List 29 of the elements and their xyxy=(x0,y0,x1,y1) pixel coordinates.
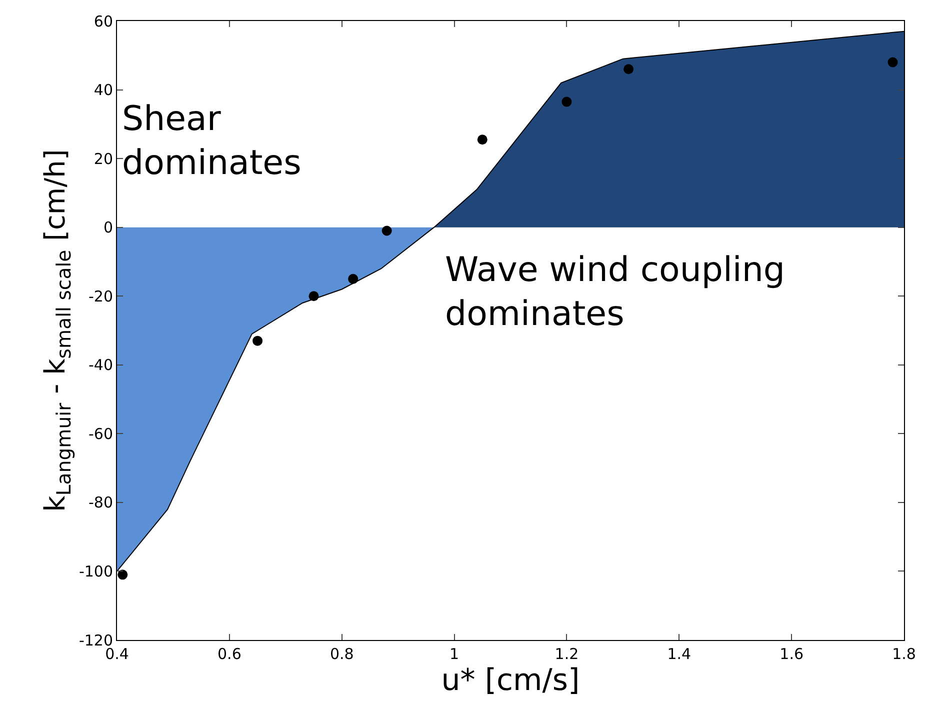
point xyxy=(888,57,898,68)
y-tick-label: -100 xyxy=(78,562,113,580)
x-tick-label: 0.8 xyxy=(330,645,354,663)
y-tick-label: 20 xyxy=(94,150,113,168)
x-tick-label: 1.4 xyxy=(667,645,692,663)
x-axis-title: u* [cm/s] xyxy=(441,663,580,698)
y-tick-label: 60 xyxy=(94,12,113,30)
x-tick-label: 1 xyxy=(450,645,460,663)
y-tick-label: 0 xyxy=(103,218,113,237)
point xyxy=(308,291,319,302)
y-tick-label: -20 xyxy=(88,287,113,306)
point xyxy=(382,226,392,236)
y-tick-label: -40 xyxy=(88,356,113,374)
annotation: Wave wind coupling dominates xyxy=(445,250,785,334)
point xyxy=(348,274,358,284)
annotation: Shear dominates xyxy=(122,99,302,184)
point xyxy=(252,336,263,346)
x-tick-label: 0.4 xyxy=(105,645,129,663)
y-tick-label: -60 xyxy=(88,424,113,443)
point xyxy=(118,570,128,580)
y-tick-label: 40 xyxy=(94,81,113,100)
point xyxy=(477,134,488,145)
point xyxy=(562,96,572,107)
point xyxy=(624,64,634,74)
y-tick-label: -80 xyxy=(88,494,113,512)
x-tick-label: 1.6 xyxy=(780,645,804,663)
x-tick-label: 1.2 xyxy=(554,645,579,663)
x-tick-label: 0.6 xyxy=(218,645,242,663)
x-tick-label: 1.8 xyxy=(892,645,916,663)
